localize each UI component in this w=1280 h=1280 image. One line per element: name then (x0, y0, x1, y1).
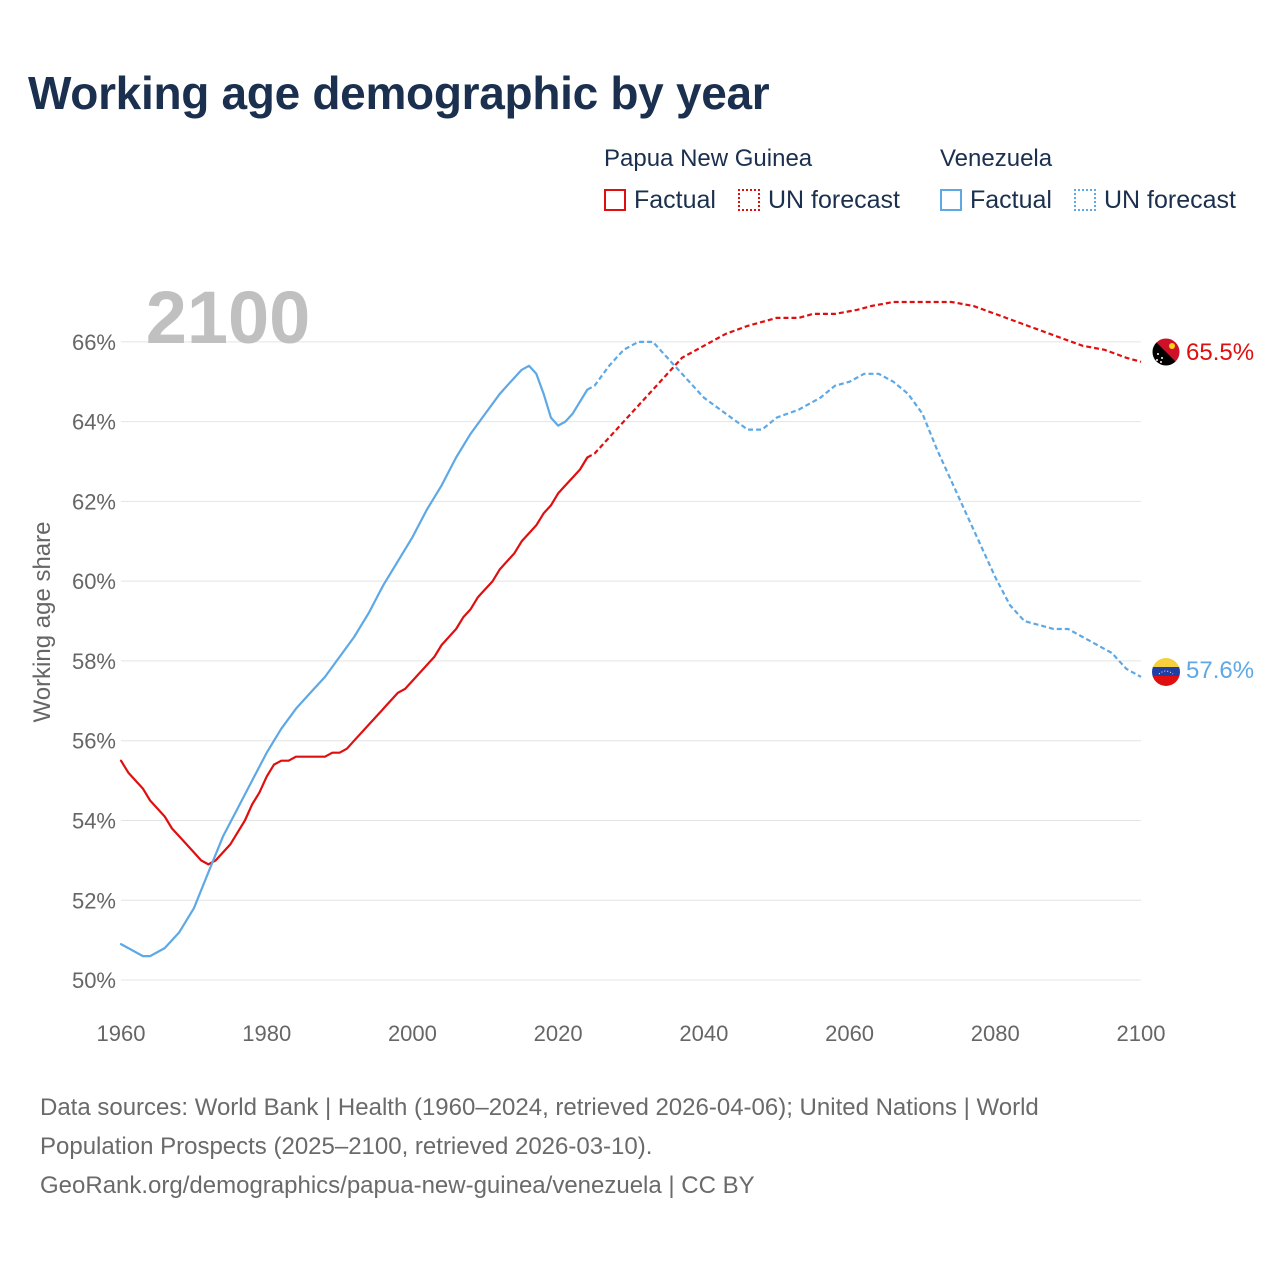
x-tick-label: 2000 (388, 1021, 437, 1046)
legend-swatch-venezuela-forecast (1074, 189, 1096, 211)
x-tick-label: 2080 (971, 1021, 1020, 1046)
footer-sources: Data sources: World Bank | Health (1960–… (40, 1088, 1240, 1205)
footer-line-1: Data sources: World Bank | Health (1960–… (40, 1094, 1039, 1121)
gridlines (121, 341, 1141, 981)
x-tick-label: 2060 (825, 1021, 874, 1046)
legend-item-png-factual[interactable]: Factual (604, 186, 716, 214)
footer-line-2: Population Prospects (2025–2100, retriev… (40, 1133, 653, 1160)
y-tick-label: 54% (72, 808, 116, 833)
legend-label-png-forecast: UN forecast (768, 185, 900, 214)
papua-new-guinea-flag-icon (1152, 338, 1180, 366)
y-tick-label: 50% (72, 968, 116, 993)
papua-new-guinea-end-label: 65.5% (1186, 339, 1254, 366)
legend-item-venezuela-forecast[interactable]: UN forecast (1074, 186, 1236, 214)
legend-title-papua-new-guinea: Papua New Guinea (604, 145, 813, 172)
legend-title-venezuela: Venezuela (940, 145, 1053, 172)
y-tick-label: 58% (72, 649, 116, 674)
x-tick-label: 1980 (242, 1021, 291, 1046)
venezuela-factual-line (119, 364, 589, 958)
venezuela-end-label: 57.6% (1186, 657, 1254, 684)
series-layer (119, 300, 1142, 958)
papua-new-guinea-forecast-line (586, 300, 1142, 459)
x-tick-label: 2020 (534, 1021, 583, 1046)
legend-swatch-png-forecast (738, 189, 760, 211)
venezuela-forecast-line (586, 340, 1142, 678)
papua-new-guinea-flag-ring (1151, 337, 1181, 367)
x-tick-label: 2040 (679, 1021, 728, 1046)
year-annotation: 2100 (146, 276, 311, 359)
legend-swatch-venezuela-factual (940, 189, 962, 211)
x-tick-label: 1960 (97, 1021, 146, 1046)
y-axis-label: Working age share (29, 522, 56, 723)
legend-item-venezuela-factual[interactable]: Factual (940, 186, 1052, 214)
y-tick-label: 56% (72, 729, 116, 754)
legend-label-venezuela-forecast: UN forecast (1104, 185, 1236, 214)
footer-line-3: GeoRank.org/demographics/papua-new-guine… (40, 1172, 755, 1199)
y-axis-ticks: 50% 52% 54% 56% 58% 60% 62% 64% 66% (72, 330, 116, 993)
line-chart: 50% 52% 54% 56% 58% 60% 62% 64% 66% 1960 1980 2000… (29, 276, 1254, 1046)
x-axis-ticks: 1960 1980 2000 2020 2040 2060 2080 2100 (97, 1021, 1166, 1046)
y-tick-label: 62% (72, 489, 116, 514)
legend-label-png-factual: Factual (634, 185, 716, 214)
x-tick-label: 2100 (1117, 1021, 1166, 1046)
y-tick-label: 66% (72, 330, 116, 355)
venezuela-flag-icon (1152, 658, 1180, 686)
y-tick-label: 64% (72, 410, 116, 435)
y-tick-label: 52% (72, 888, 116, 913)
legend-item-png-forecast[interactable]: UN forecast (738, 186, 900, 214)
legend-label-venezuela-factual: Factual (970, 185, 1052, 214)
papua-new-guinea-factual-line (119, 456, 589, 866)
legend-swatch-png-factual (604, 189, 626, 211)
y-tick-label: 60% (72, 569, 116, 594)
chart-title: Working age demographic by year (28, 67, 770, 119)
